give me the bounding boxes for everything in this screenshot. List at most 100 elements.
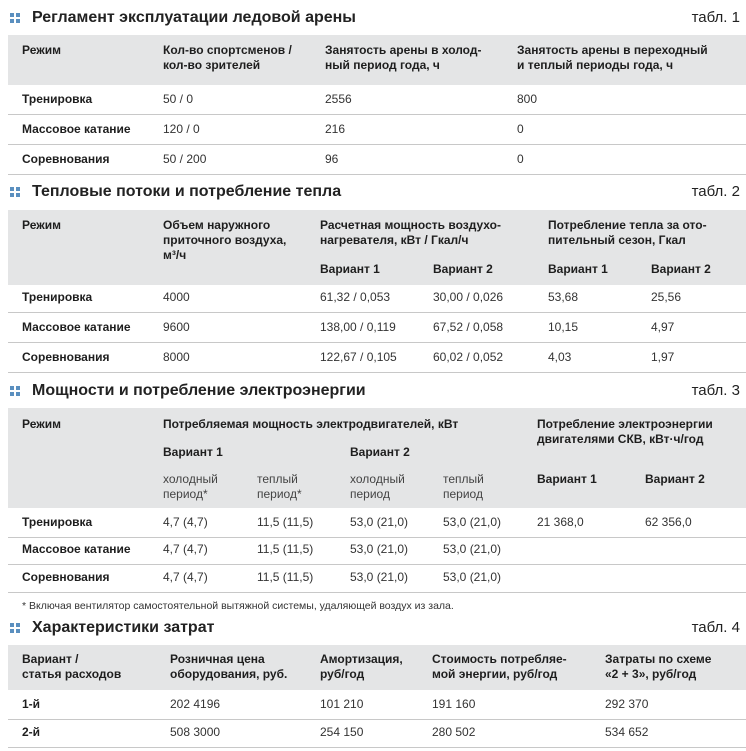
icon-square [10, 13, 14, 17]
table-cell: 50 / 200 [163, 152, 207, 166]
table-cell: 53,0 (21,0) [443, 515, 502, 529]
icon-square [16, 13, 20, 17]
header-cell: Вариант 2 [350, 445, 410, 459]
table-cell: 4,03 [548, 350, 572, 364]
table-cell: 60,02 / 0,052 [433, 350, 504, 364]
icon-square [16, 193, 20, 197]
header-band [8, 408, 746, 508]
table-cell: 800 [517, 92, 538, 106]
header-cell: Занятость арены в переходный и теплый пе… [517, 43, 708, 72]
header-cell: Вариант 2 [645, 472, 705, 486]
row-separator [8, 719, 746, 720]
row-separator [8, 747, 746, 748]
table-cell: 25,56 [651, 290, 682, 304]
header-band [8, 645, 746, 690]
table-title: Мощности и потребление электроэнергии [32, 382, 366, 399]
table-title: Характеристики затрат [32, 619, 215, 636]
header-cell: Вариант / статья расходов [22, 652, 122, 681]
header-cell: Потребляемая мощность электродвигателей,… [163, 417, 459, 431]
table-cell: 2556 [325, 92, 352, 106]
table-tag: табл. 4 [691, 619, 740, 636]
table-cell: 101 210 [320, 697, 364, 711]
row-label: Массовое катание [22, 542, 131, 556]
table-cell: 53,68 [548, 290, 579, 304]
table-cell: 53,0 (21,0) [350, 570, 409, 584]
row-label: Тренировка [22, 92, 93, 106]
icon-square [16, 386, 20, 390]
row-separator [8, 564, 746, 565]
row-separator [8, 372, 746, 373]
header-sub: теплый период* [257, 472, 302, 501]
icon-square [16, 19, 20, 23]
header-cell: Вариант 1 [320, 262, 380, 276]
row-label: Тренировка [22, 290, 93, 304]
table-cell: 122,67 / 0,105 [320, 350, 397, 364]
row-label: Соревнования [22, 350, 110, 364]
table-cell: 202 4196 [170, 697, 221, 711]
table-cell: 4000 [163, 290, 190, 304]
row-label: 1-й [22, 697, 41, 711]
row-label: Массовое катание [22, 320, 131, 334]
header-cell: Потребление тепла за ото- пительный сезо… [548, 218, 707, 247]
table-cell: 534 652 [605, 725, 649, 739]
icon-square [16, 392, 20, 396]
table-cell: 0 [517, 152, 524, 166]
header-cell: Режим [22, 417, 61, 431]
table-cell: 9600 [163, 320, 190, 334]
table-cell: 11,5 (11,5) [257, 570, 314, 584]
table-tag: табл. 2 [691, 183, 740, 200]
icon-square [10, 629, 14, 633]
header-cell: Стоимость потребляе- мой энергии, руб/го… [432, 652, 567, 681]
table-cell: 8000 [163, 350, 190, 364]
row-separator [8, 592, 746, 593]
table-tag: табл. 1 [691, 9, 740, 26]
table-cell: 21 368,0 [537, 515, 584, 529]
table-cell: 53,0 (21,0) [350, 515, 409, 529]
header-sub: теплый период [443, 472, 484, 501]
table-cell: 292 370 [605, 697, 649, 711]
header-band [8, 35, 746, 85]
header-cell: Затраты по схеме «2 + 3», руб/год [605, 652, 712, 681]
table-cell: 50 / 0 [163, 92, 194, 106]
table-cell: 254 150 [320, 725, 364, 739]
footnote: * Включая вентилятор самостоятельной выт… [22, 600, 454, 612]
table-cell: 4,97 [651, 320, 675, 334]
header-band [8, 210, 746, 285]
row-label: Соревнования [22, 570, 110, 584]
icon-square [10, 623, 14, 627]
table-cell: 53,0 (21,0) [443, 542, 502, 556]
header-cell: Вариант 1 [548, 262, 608, 276]
header-cell: Расчетная мощность воздухо- нагревателя,… [320, 218, 501, 247]
header-cell: Режим [22, 43, 61, 57]
table-title: Регламент эксплуатации ледовой арены [32, 9, 356, 26]
icon-square [10, 386, 14, 390]
header-sub: холодный период* [163, 472, 218, 501]
header-cell: Режим [22, 218, 61, 232]
row-separator [8, 342, 746, 343]
icon-square [10, 193, 14, 197]
table-cell: 11,5 (11,5) [257, 542, 314, 556]
row-label: 2-й [22, 725, 41, 739]
icon-square [16, 187, 20, 191]
table-cell: 216 [325, 122, 346, 136]
icon-square [10, 19, 14, 23]
icon-square [16, 623, 20, 627]
table-cell: 280 502 [432, 725, 476, 739]
table-cell: 62 356,0 [645, 515, 692, 529]
table-cell: 10,15 [548, 320, 579, 334]
row-separator [8, 174, 746, 175]
row-separator [8, 537, 746, 538]
row-label: Массовое катание [22, 122, 131, 136]
row-label: Тренировка [22, 515, 93, 529]
row-label: Соревнования [22, 152, 110, 166]
header-cell: Вариант 1 [537, 472, 597, 486]
table-title: Тепловые потоки и потребление тепла [32, 183, 342, 200]
table-cell: 67,52 / 0,058 [433, 320, 504, 334]
header-cell: Вариант 1 [163, 445, 223, 459]
table-cell: 0 [517, 122, 524, 136]
table-cell: 1,97 [651, 350, 675, 364]
row-separator [8, 144, 746, 145]
header-cell: Объем наружного приточного воздуха, м³/ч [163, 218, 287, 262]
table-cell: 53,0 (21,0) [350, 542, 409, 556]
